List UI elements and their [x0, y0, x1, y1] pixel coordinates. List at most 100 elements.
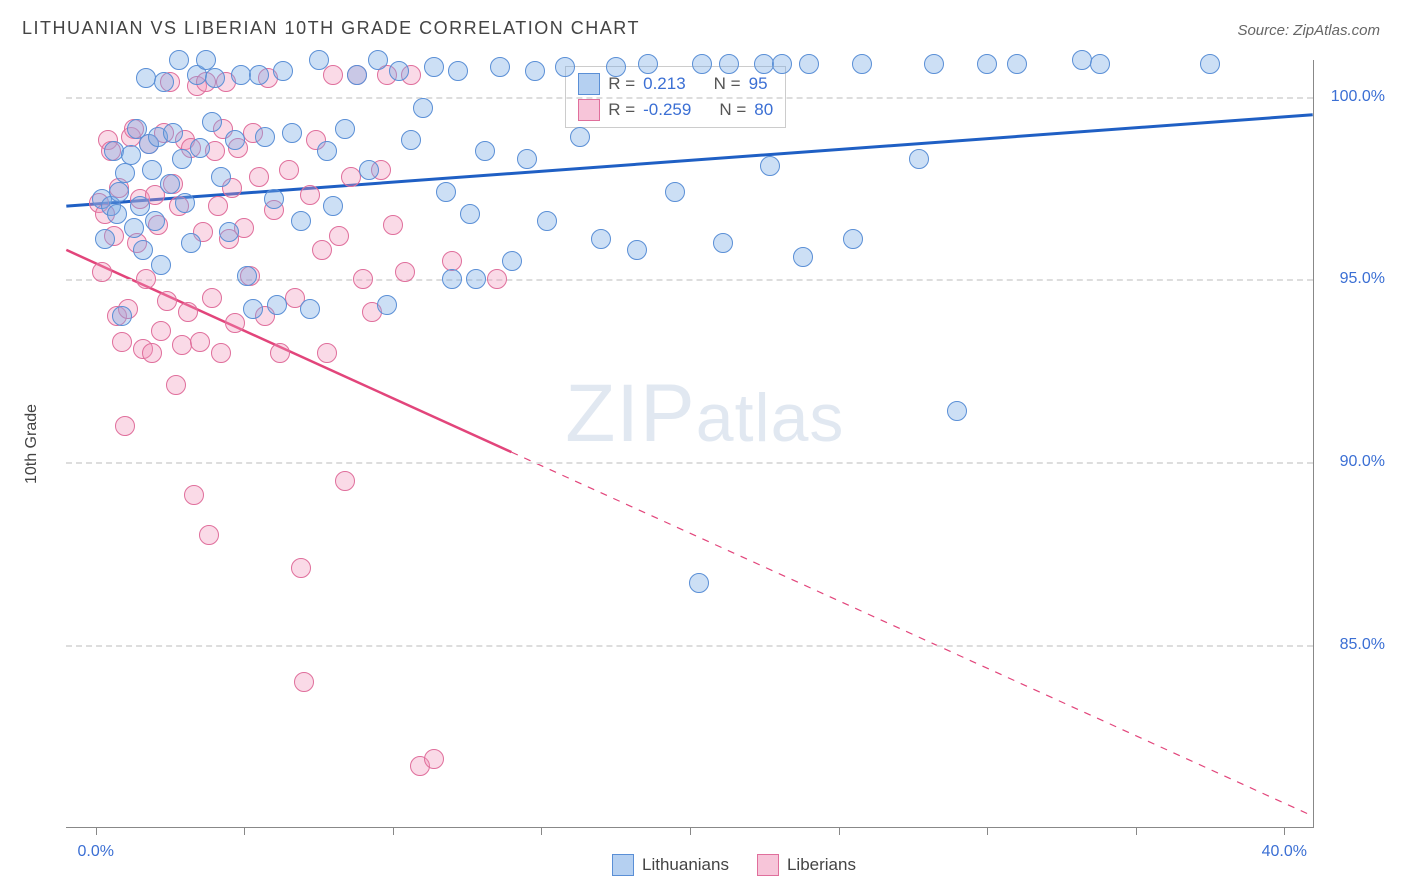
blue-point — [377, 295, 397, 315]
pink-point — [487, 269, 507, 289]
blue-point — [466, 269, 486, 289]
pink-point — [190, 332, 210, 352]
x-tick — [244, 827, 245, 835]
blue-point — [121, 145, 141, 165]
pink-point — [383, 215, 403, 235]
blue-point — [196, 50, 216, 70]
pink-point — [300, 185, 320, 205]
blue-point — [169, 50, 189, 70]
blue-point — [799, 54, 819, 74]
pink-point — [395, 262, 415, 282]
pink-point — [317, 343, 337, 363]
blue-point — [719, 54, 739, 74]
blue-point — [347, 65, 367, 85]
blue-point — [264, 189, 284, 209]
y-tick-label: 100.0% — [1325, 88, 1385, 106]
pink-point — [136, 269, 156, 289]
blue-point — [291, 211, 311, 231]
pink-point — [335, 471, 355, 491]
legend-swatch — [578, 73, 600, 95]
pink-point — [142, 343, 162, 363]
blue-point — [760, 156, 780, 176]
x-tick — [393, 827, 394, 835]
blue-point — [689, 573, 709, 593]
pink-point — [208, 196, 228, 216]
gridline — [66, 645, 1313, 647]
blue-point — [211, 167, 231, 187]
legend-label: Lithuanians — [642, 855, 729, 875]
legend-swatch — [757, 854, 779, 876]
blue-point — [282, 123, 302, 143]
blue-point — [448, 61, 468, 81]
pink-point — [184, 485, 204, 505]
legend-row: R =-0.259N =80 — [578, 97, 773, 123]
blue-point — [249, 65, 269, 85]
plot-area: R =0.213N =95R =-0.259N =80 ZIPatlas 85.… — [66, 60, 1314, 828]
blue-point — [692, 54, 712, 74]
chart-title: LITHUANIAN VS LIBERIAN 10TH GRADE CORREL… — [22, 18, 640, 39]
blue-point — [401, 130, 421, 150]
n-label: N = — [714, 74, 741, 94]
pink-point — [151, 321, 171, 341]
blue-point — [190, 138, 210, 158]
blue-point — [424, 57, 444, 77]
x-tick-label: 0.0% — [77, 843, 113, 861]
blue-point — [517, 149, 537, 169]
blue-point — [243, 299, 263, 319]
y-axis-label: 10th Grade — [23, 404, 41, 484]
n-label: N = — [719, 100, 746, 120]
pink-point — [291, 558, 311, 578]
pink-point — [353, 269, 373, 289]
blue-point — [255, 127, 275, 147]
pink-point — [92, 262, 112, 282]
x-tick — [541, 827, 542, 835]
blue-point — [160, 174, 180, 194]
blue-point — [947, 401, 967, 421]
blue-point — [267, 295, 287, 315]
blue-point — [475, 141, 495, 161]
blue-point — [665, 182, 685, 202]
blue-point — [163, 123, 183, 143]
blue-point — [591, 229, 611, 249]
blue-point — [436, 182, 456, 202]
legend-item: Liberians — [757, 854, 856, 876]
blue-point — [181, 233, 201, 253]
pink-point — [199, 525, 219, 545]
blue-point — [115, 163, 135, 183]
blue-point — [843, 229, 863, 249]
r-label: R = — [608, 74, 635, 94]
x-tick — [839, 827, 840, 835]
y-tick-label: 95.0% — [1325, 270, 1385, 288]
blue-point — [309, 50, 329, 70]
blue-point — [525, 61, 545, 81]
blue-point — [413, 98, 433, 118]
pink-point — [424, 749, 444, 769]
blue-point — [537, 211, 557, 231]
blue-point — [172, 149, 192, 169]
pink-point — [294, 672, 314, 692]
blue-point — [219, 222, 239, 242]
pink-point — [270, 343, 290, 363]
pink-point — [115, 416, 135, 436]
y-tick-label: 85.0% — [1325, 636, 1385, 654]
blue-point — [95, 229, 115, 249]
blue-point — [977, 54, 997, 74]
blue-point — [442, 269, 462, 289]
blue-point — [107, 204, 127, 224]
blue-point — [909, 149, 929, 169]
source-attribution: Source: ZipAtlas.com — [1237, 22, 1380, 39]
blue-point — [104, 141, 124, 161]
blue-point — [1007, 54, 1027, 74]
legend-row: R =0.213N =95 — [578, 71, 773, 97]
r-label: R = — [608, 100, 635, 120]
x-tick — [987, 827, 988, 835]
blue-point — [317, 141, 337, 161]
x-tick — [1136, 827, 1137, 835]
legend-label: Liberians — [787, 855, 856, 875]
blue-point — [323, 196, 343, 216]
series-legend: Lithuanians Liberians — [612, 854, 856, 876]
blue-point — [924, 54, 944, 74]
blue-point — [460, 204, 480, 224]
gridline — [66, 97, 1313, 99]
blue-point — [133, 240, 153, 260]
